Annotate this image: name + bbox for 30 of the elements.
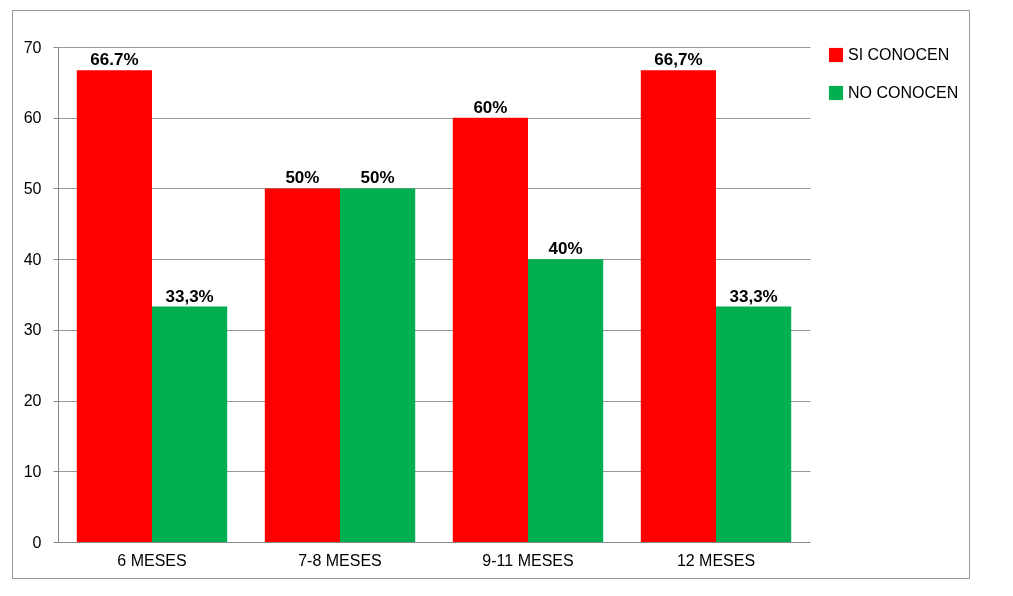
data-label: 40% bbox=[548, 239, 583, 259]
data-label: 50% bbox=[285, 168, 320, 188]
bar bbox=[716, 306, 792, 542]
data-label: 60% bbox=[473, 97, 508, 117]
data-label: 66.7% bbox=[90, 50, 139, 70]
data-label: 66,7% bbox=[654, 50, 703, 70]
bar bbox=[640, 70, 716, 542]
y-tick-label: 0 bbox=[32, 533, 42, 551]
legend-label: SI CONOCEN bbox=[848, 46, 950, 63]
y-tick-label: 20 bbox=[23, 392, 42, 410]
bar bbox=[76, 70, 152, 542]
bar bbox=[452, 117, 528, 542]
data-label: 33,3% bbox=[165, 286, 214, 306]
data-label: 50% bbox=[360, 168, 395, 188]
legend-label: NO CONOCEN bbox=[848, 84, 959, 101]
x-tick-label: 7-8 MESES bbox=[298, 551, 382, 569]
y-tick-label: 40 bbox=[23, 250, 42, 268]
y-tick-label: 70 bbox=[23, 38, 42, 56]
bar bbox=[528, 259, 604, 542]
y-tick-label: 60 bbox=[23, 109, 42, 127]
bar bbox=[340, 188, 416, 542]
y-tick-label: 10 bbox=[23, 462, 42, 480]
bar bbox=[264, 188, 340, 542]
bar bbox=[152, 306, 228, 542]
x-tick-label: 12 MESES bbox=[676, 551, 756, 569]
x-tick-label: 9-11 MESES bbox=[482, 551, 574, 569]
y-tick-label: 30 bbox=[23, 321, 42, 339]
x-tick-label: 6 MESES bbox=[117, 551, 187, 569]
data-label: 33,3% bbox=[729, 286, 778, 306]
y-tick-label: 50 bbox=[23, 179, 42, 197]
